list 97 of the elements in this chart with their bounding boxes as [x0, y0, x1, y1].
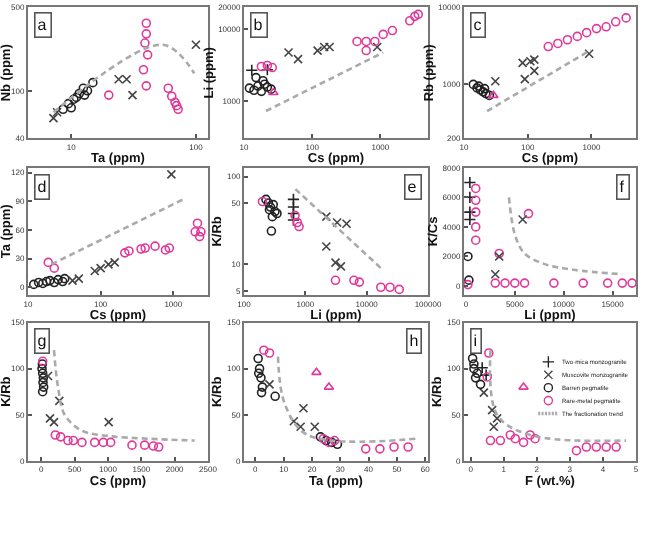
- point: [105, 437, 116, 448]
- point: [601, 442, 612, 452]
- annotation: d: [37, 177, 47, 196]
- point: [298, 403, 309, 414]
- point: [470, 373, 481, 383]
- point: [54, 396, 65, 406]
- point: [495, 435, 506, 446]
- annotation: h: [409, 331, 419, 350]
- point: [530, 433, 540, 444]
- point: [523, 208, 534, 219]
- point: [591, 442, 602, 452]
- point: [470, 183, 481, 194]
- annotation: i: [473, 331, 478, 350]
- point: [525, 430, 535, 440]
- point: [389, 442, 399, 452]
- point: [309, 421, 320, 432]
- point: [127, 440, 137, 450]
- point: [49, 417, 59, 427]
- point: [254, 363, 265, 374]
- point: [43, 371, 53, 381]
- point: [98, 437, 109, 448]
- point: [464, 213, 477, 226]
- point: [37, 386, 48, 397]
- point: [549, 278, 559, 288]
- point: [264, 379, 275, 390]
- point: [77, 437, 87, 448]
- point: [470, 222, 481, 232]
- point: [617, 278, 628, 288]
- point: [259, 345, 269, 356]
- point: [484, 348, 494, 358]
- point: [500, 278, 510, 288]
- point: [153, 442, 164, 452]
- line-series: [507, 196, 624, 276]
- point: [295, 421, 306, 432]
- point: [627, 278, 636, 288]
- point: [517, 214, 528, 225]
- point: [270, 391, 280, 402]
- point: [38, 382, 49, 392]
- point: [518, 382, 529, 390]
- point: [464, 176, 477, 189]
- point: [103, 417, 114, 427]
- point: [68, 435, 79, 446]
- point: [63, 435, 73, 446]
- point: [148, 441, 159, 451]
- point: [37, 368, 48, 379]
- annotation: e: [407, 177, 418, 196]
- point: [360, 444, 371, 454]
- point: [464, 275, 474, 285]
- point: [403, 442, 413, 452]
- point: [602, 278, 613, 288]
- point: [519, 278, 530, 288]
- point: [470, 207, 481, 217]
- point: [472, 368, 483, 379]
- point: [479, 387, 489, 398]
- point: [253, 368, 264, 379]
- annotation: b: [253, 15, 264, 34]
- point: [578, 278, 589, 288]
- point: [475, 379, 486, 390]
- point: [253, 353, 263, 364]
- point: [470, 195, 481, 206]
- annotation: c: [473, 15, 482, 34]
- point: [38, 377, 48, 388]
- point: [257, 382, 268, 392]
- point: [469, 359, 479, 369]
- annotation: a: [37, 15, 48, 34]
- point: [89, 437, 100, 448]
- point: [488, 421, 499, 432]
- point: [311, 367, 322, 376]
- point: [264, 348, 275, 358]
- point: [505, 430, 516, 440]
- annotation: f: [619, 177, 626, 196]
- point: [467, 353, 478, 364]
- point: [490, 269, 501, 280]
- point: [510, 433, 521, 444]
- point: [55, 432, 66, 442]
- point: [485, 435, 496, 446]
- point: [45, 413, 55, 424]
- point: [490, 278, 501, 288]
- point: [464, 279, 473, 290]
- point: [38, 373, 49, 383]
- point: [518, 437, 529, 448]
- point: [464, 205, 477, 219]
- point: [469, 363, 479, 374]
- point: [139, 440, 150, 450]
- point: [492, 413, 502, 424]
- point: [256, 387, 267, 398]
- point: [256, 373, 266, 383]
- point: [475, 361, 489, 375]
- point: [375, 444, 385, 454]
- point: [487, 405, 497, 415]
- point: [571, 445, 582, 456]
- point: [581, 442, 592, 452]
- annotation: g: [37, 331, 47, 350]
- point: [470, 235, 481, 245]
- point: [510, 278, 520, 288]
- point: [611, 442, 621, 452]
- point: [50, 430, 61, 440]
